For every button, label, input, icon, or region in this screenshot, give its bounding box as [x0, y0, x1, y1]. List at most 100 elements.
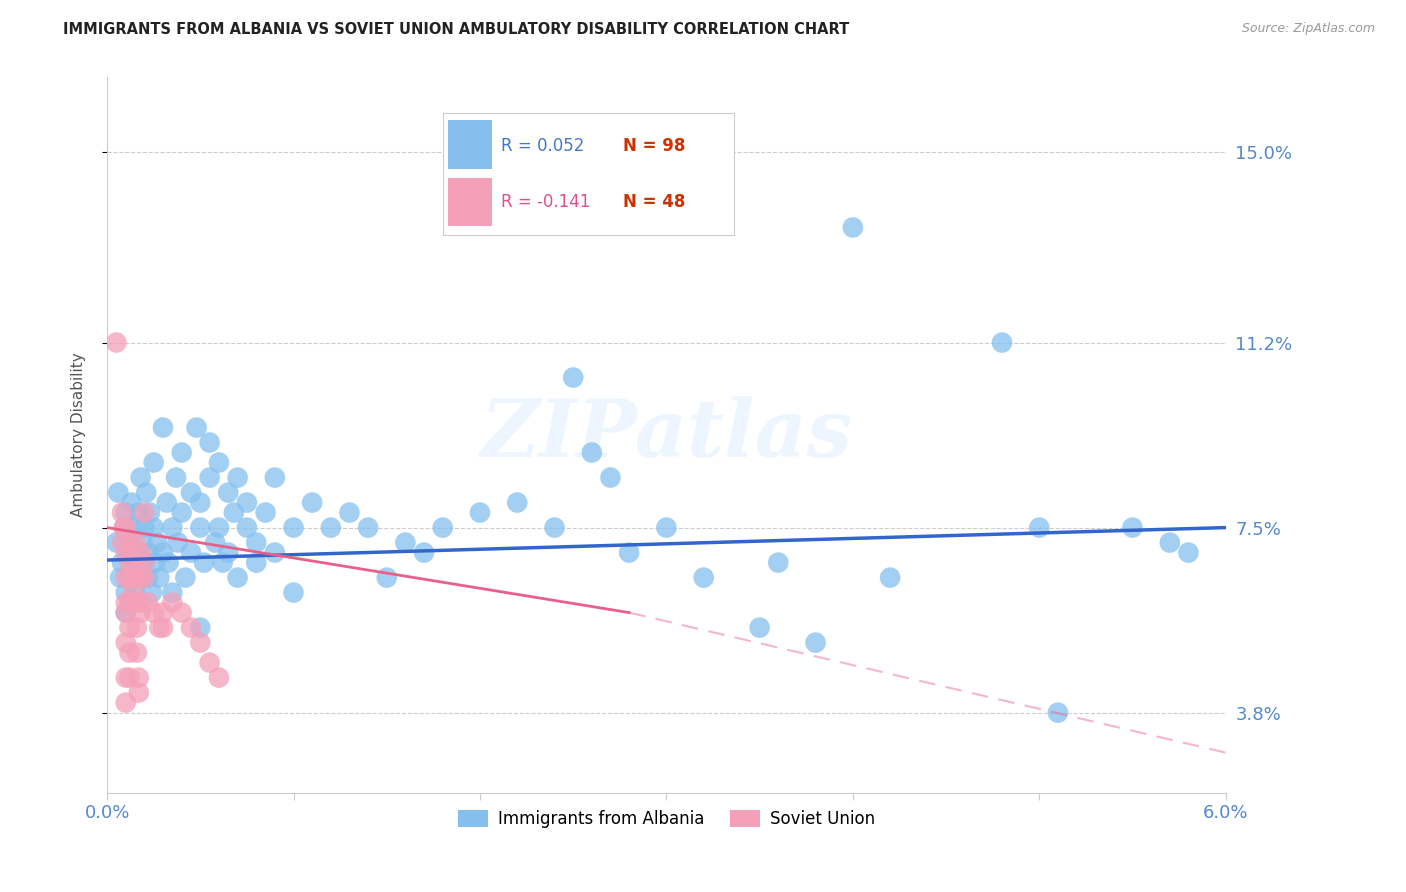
- Point: [319, 520, 342, 534]
- Point: [1177, 545, 1199, 559]
- Point: [236, 520, 259, 534]
- Point: [301, 495, 323, 509]
- Point: [128, 506, 150, 520]
- Point: [114, 606, 136, 620]
- Point: [188, 495, 211, 509]
- Point: [114, 571, 136, 585]
- Point: [118, 671, 141, 685]
- Point: [118, 571, 141, 585]
- Point: [283, 585, 305, 599]
- Point: [217, 545, 239, 559]
- Point: [105, 535, 128, 549]
- Point: [217, 485, 239, 500]
- Point: [468, 506, 491, 520]
- Point: [170, 506, 193, 520]
- Point: [148, 571, 170, 585]
- Point: [1028, 520, 1050, 534]
- Point: [254, 506, 277, 520]
- Point: [122, 545, 145, 559]
- Point: [114, 520, 136, 534]
- Point: [125, 545, 148, 559]
- Point: [114, 545, 136, 559]
- Point: [112, 520, 135, 534]
- Point: [222, 506, 245, 520]
- Point: [114, 506, 136, 520]
- Y-axis label: Ambulatory Disability: Ambulatory Disability: [72, 352, 86, 517]
- Point: [432, 520, 454, 534]
- Point: [118, 621, 141, 635]
- Point: [991, 335, 1014, 350]
- Point: [129, 571, 152, 585]
- Point: [124, 585, 146, 599]
- Point: [655, 520, 678, 534]
- Point: [108, 571, 131, 585]
- Point: [188, 621, 211, 635]
- Point: [198, 656, 221, 670]
- Point: [198, 470, 221, 484]
- Point: [124, 520, 146, 534]
- Point: [118, 556, 141, 570]
- Point: [142, 520, 165, 534]
- Point: [236, 495, 259, 509]
- Point: [129, 571, 152, 585]
- Point: [114, 696, 136, 710]
- Point: [112, 520, 135, 534]
- Point: [263, 470, 285, 484]
- Point: [152, 545, 174, 559]
- Point: [125, 646, 148, 660]
- Point: [117, 545, 139, 559]
- Point: [136, 571, 159, 585]
- Text: IMMIGRANTS FROM ALBANIA VS SOVIET UNION AMBULATORY DISABILITY CORRELATION CHART: IMMIGRANTS FROM ALBANIA VS SOVIET UNION …: [63, 22, 849, 37]
- Point: [120, 495, 142, 509]
- Point: [543, 520, 565, 534]
- Point: [157, 556, 180, 570]
- Point: [124, 535, 146, 549]
- Text: ZIPatlas: ZIPatlas: [481, 396, 852, 474]
- Point: [128, 671, 150, 685]
- Point: [124, 571, 146, 585]
- Point: [114, 635, 136, 649]
- Point: [118, 596, 141, 610]
- Text: Source: ZipAtlas.com: Source: ZipAtlas.com: [1241, 22, 1375, 36]
- Point: [357, 520, 380, 534]
- Point: [188, 520, 211, 534]
- Legend: Immigrants from Albania, Soviet Union: Immigrants from Albania, Soviet Union: [451, 803, 882, 834]
- Point: [152, 606, 174, 620]
- Point: [204, 535, 226, 549]
- Point: [118, 571, 141, 585]
- Point: [804, 635, 827, 649]
- Point: [692, 571, 714, 585]
- Point: [118, 535, 141, 549]
- Point: [152, 621, 174, 635]
- Point: [111, 535, 134, 549]
- Point: [148, 621, 170, 635]
- Point: [180, 621, 202, 635]
- Point: [193, 556, 215, 570]
- Point: [165, 470, 187, 484]
- Point: [768, 556, 790, 570]
- Point: [142, 456, 165, 470]
- Point: [506, 495, 529, 509]
- Point: [180, 545, 202, 559]
- Point: [198, 435, 221, 450]
- Point: [125, 621, 148, 635]
- Point: [114, 585, 136, 599]
- Point: [134, 556, 156, 570]
- Point: [114, 596, 136, 610]
- Point: [245, 535, 267, 549]
- Point: [208, 520, 231, 534]
- Point: [394, 535, 416, 549]
- Point: [562, 370, 585, 384]
- Point: [122, 571, 145, 585]
- Point: [134, 520, 156, 534]
- Point: [170, 445, 193, 459]
- Point: [208, 671, 231, 685]
- Point: [581, 445, 603, 459]
- Point: [842, 220, 865, 235]
- Point: [599, 470, 621, 484]
- Point: [141, 585, 163, 599]
- Point: [617, 545, 640, 559]
- Point: [122, 585, 145, 599]
- Point: [145, 556, 167, 570]
- Point: [208, 456, 231, 470]
